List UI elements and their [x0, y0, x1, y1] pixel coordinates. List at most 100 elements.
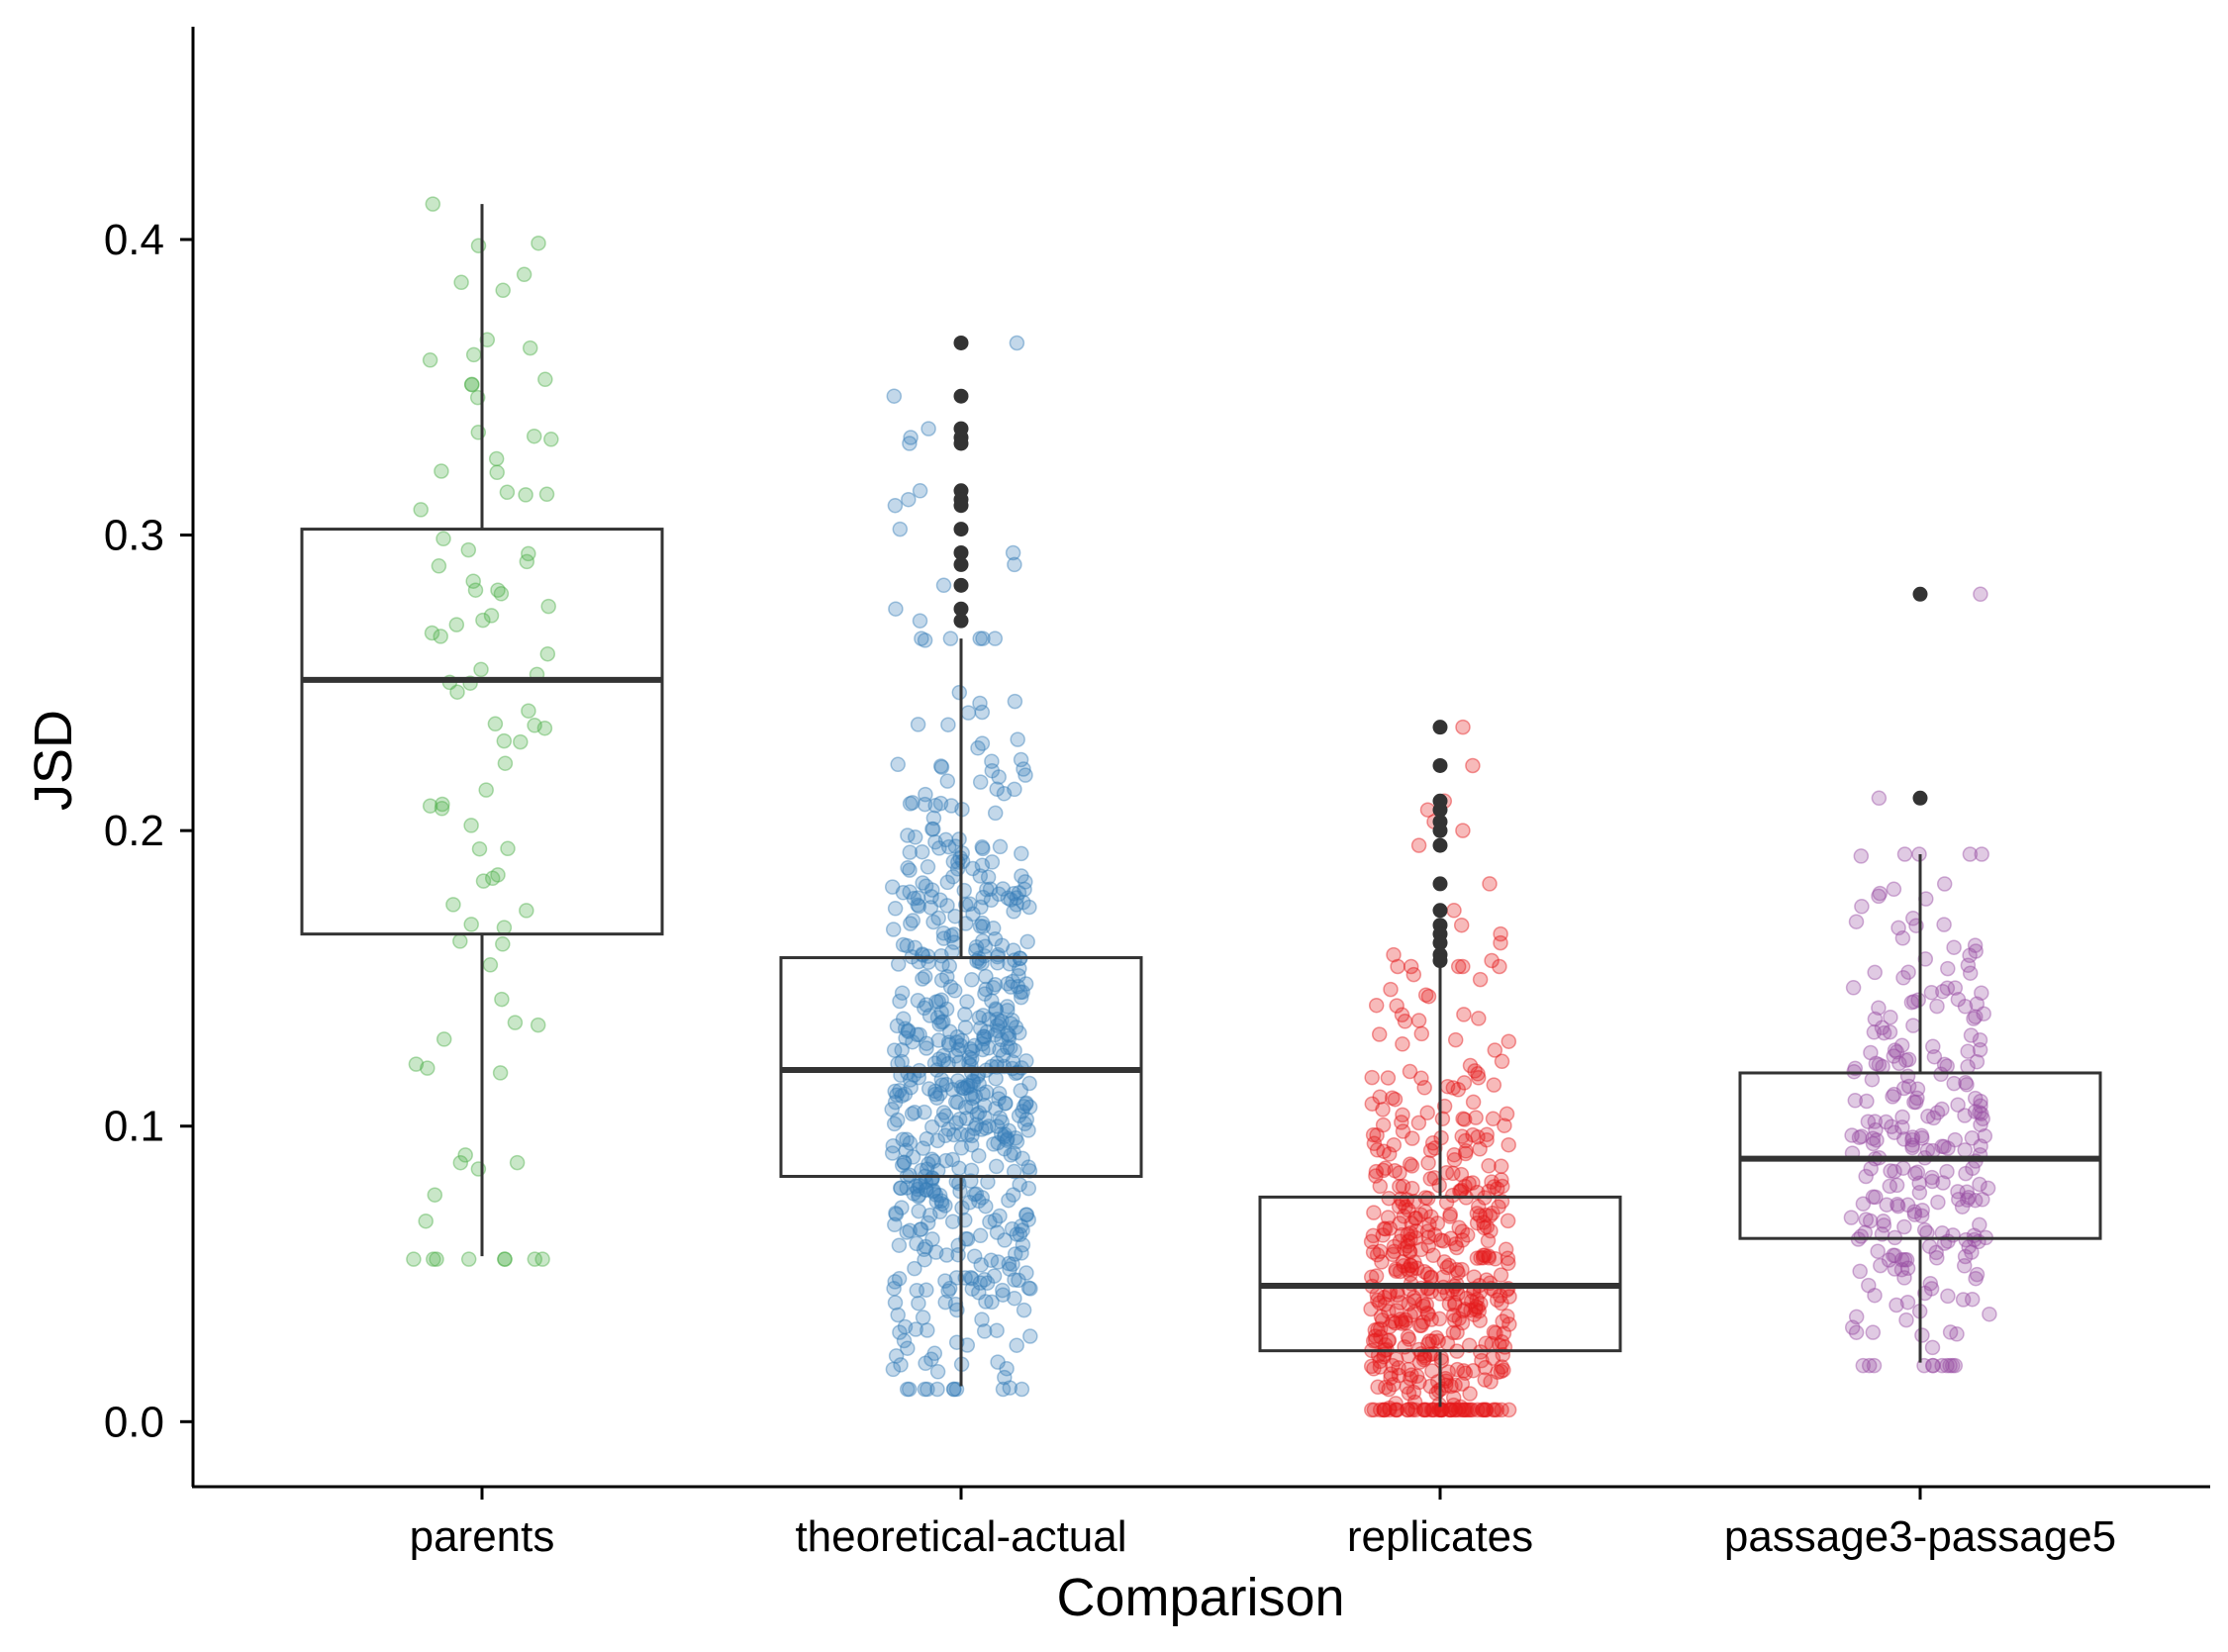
data-point-replicates [1466, 1307, 1483, 1322]
data-point-replicates [1391, 1360, 1406, 1376]
data-point-theoretical-actual [978, 1119, 994, 1136]
data-point-theoretical-actual [1017, 767, 1033, 783]
data-point-passage3-passage5 [1899, 1294, 1916, 1311]
data-point-replicates [1386, 1243, 1403, 1260]
data-point-theoretical-actual [895, 1131, 911, 1147]
data-point-theoretical-actual [985, 921, 1002, 936]
data-point-theoretical-actual [907, 1104, 922, 1120]
data-point-passage3-passage5 [1887, 1247, 1903, 1264]
data-point-passage3-passage5 [1844, 1127, 1860, 1143]
data-point-theoretical-actual [937, 831, 954, 848]
data-point-theoretical-actual [902, 1135, 919, 1151]
data-point-theoretical-actual [909, 1026, 925, 1043]
data-point-replicates [1419, 1266, 1436, 1282]
data-point-theoretical-actual [973, 1257, 989, 1273]
data-point-passage3-passage5 [1936, 1056, 1953, 1073]
data-point-replicates [1456, 1075, 1473, 1091]
data-point-replicates [1446, 1152, 1463, 1168]
data-point-replicates [1444, 1187, 1461, 1204]
data-point-replicates [1372, 1402, 1389, 1418]
data-point-theoretical-actual [1018, 1112, 1035, 1127]
data-point-passage3-passage5 [1967, 1090, 1984, 1107]
data-point-theoretical-actual [939, 773, 956, 789]
data-point-replicates [1459, 1227, 1476, 1243]
data-point-theoretical-actual [1017, 976, 1034, 992]
data-point-theoretical-actual [1006, 885, 1022, 902]
data-point-replicates [1462, 1402, 1479, 1418]
data-point-theoretical-actual [884, 879, 901, 895]
data-point-theoretical-actual [990, 1254, 1007, 1270]
data-point-replicates [1495, 1178, 1510, 1195]
data-point-passage3-passage5 [1882, 1023, 1898, 1040]
data-point-theoretical-actual [899, 1381, 916, 1398]
data-point-theoretical-actual [939, 969, 955, 985]
data-point-replicates [1420, 1238, 1437, 1254]
data-point-replicates [1492, 958, 1507, 975]
data-point-theoretical-actual [894, 985, 911, 1001]
data-point-theoretical-actual [998, 1095, 1014, 1112]
data-point-passage3-passage5 [1961, 1238, 1977, 1255]
data-point-replicates [1456, 1402, 1472, 1418]
data-point-theoretical-actual [983, 1252, 1000, 1268]
data-point-theoretical-actual [935, 1105, 952, 1120]
data-point-theoretical-actual [975, 631, 991, 646]
data-point-theoretical-actual [997, 1369, 1013, 1386]
data-point-passage3-passage5 [1971, 1233, 1986, 1250]
data-point-theoretical-actual [1009, 897, 1024, 913]
data-point-parents [429, 1251, 444, 1267]
data-point-parents [516, 266, 533, 283]
data-point-parents [427, 1187, 443, 1203]
data-point-theoretical-actual [981, 1040, 997, 1056]
data-point-passage3-passage5 [1891, 1055, 1907, 1072]
data-point-replicates [1394, 1226, 1410, 1243]
data-point-theoretical-actual [972, 631, 988, 646]
data-point-theoretical-actual [911, 1203, 926, 1219]
data-point-passage3-passage5 [1848, 914, 1865, 929]
data-point-replicates [1405, 1290, 1422, 1306]
data-point-passage3-passage5 [1851, 1129, 1868, 1145]
data-point-theoretical-actual [1021, 1099, 1038, 1116]
data-point-parents [479, 332, 496, 348]
data-point-theoretical-actual [1016, 1302, 1032, 1318]
data-point-theoretical-actual [892, 1324, 908, 1340]
data-point-replicates [1368, 997, 1385, 1014]
data-point-theoretical-actual [992, 1042, 1008, 1058]
data-point-replicates [1370, 1292, 1386, 1309]
data-point-theoretical-actual [887, 1274, 903, 1290]
data-point-replicates [1501, 1402, 1517, 1418]
data-point-replicates [1416, 1348, 1432, 1364]
data-point-replicates [1388, 1402, 1404, 1418]
data-point-theoretical-actual [920, 859, 936, 875]
data-point-theoretical-actual [917, 1251, 932, 1268]
data-point-theoretical-actual [1001, 1027, 1017, 1043]
data-point-theoretical-actual [989, 1322, 1005, 1338]
data-point-theoretical-actual [920, 1381, 935, 1398]
data-point-theoretical-actual [911, 1189, 926, 1205]
data-point-passage3-passage5 [1963, 1027, 1980, 1043]
data-point-replicates [1500, 1213, 1516, 1229]
data-point-replicates [1408, 1260, 1425, 1277]
data-point-replicates [1370, 1321, 1386, 1338]
data-point-theoretical-actual [932, 758, 949, 774]
data-point-replicates [1462, 1386, 1478, 1402]
data-point-theoretical-actual [938, 1247, 955, 1263]
data-point-theoretical-actual [1011, 1108, 1027, 1123]
data-point-passage3-passage5 [1845, 980, 1862, 996]
data-point-replicates [1401, 1331, 1417, 1347]
data-point-theoretical-actual [1016, 1099, 1032, 1115]
data-point-theoretical-actual [890, 756, 906, 773]
data-point-theoretical-actual [966, 1186, 983, 1203]
data-point-passage3-passage5 [1939, 1058, 1955, 1074]
data-point-replicates [1447, 1236, 1464, 1252]
data-point-replicates [1418, 1402, 1435, 1418]
data-point-theoretical-actual [891, 1237, 908, 1253]
data-point-theoretical-actual [935, 577, 952, 594]
data-point-theoretical-actual [1015, 1236, 1031, 1253]
data-point-theoretical-actual [1018, 1095, 1034, 1111]
data-point-theoretical-actual [910, 897, 925, 914]
data-point-theoretical-actual [962, 896, 978, 913]
data-point-replicates [1443, 1378, 1459, 1395]
data-point-replicates [1404, 1180, 1420, 1197]
data-point-replicates [1388, 1261, 1404, 1278]
y-tick-label: 0.3 [104, 512, 164, 560]
